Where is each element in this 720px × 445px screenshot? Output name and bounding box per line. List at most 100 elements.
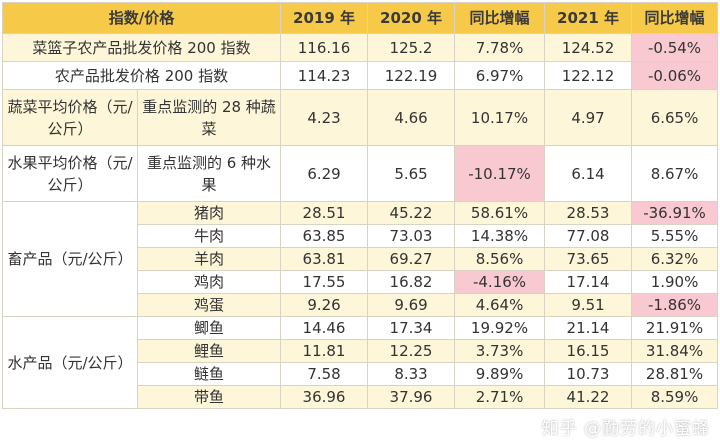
cell-2021: 21.14: [544, 316, 633, 340]
header-2019: 2019 年: [280, 2, 369, 34]
cell-yoy-2020: 2.71%: [454, 385, 546, 409]
cell-yoy-2020-highlight: -4.16%: [454, 270, 546, 294]
header-2020: 2020 年: [367, 2, 456, 34]
table-header-row: 指数/价格 2019 年 2020 年 同比增幅 2021 年 同比增幅: [1, 2, 719, 34]
cell-2021: 17.14: [544, 270, 633, 294]
cell-2021: 9.51: [544, 293, 633, 317]
cell-2021: 4.97: [544, 89, 633, 146]
cell-2019: 63.85: [280, 224, 369, 248]
cell-2021: 10.73: [544, 362, 633, 386]
table-row: 农产品批发价格 200 指数 114.23 122.19 6.97% 122.1…: [1, 61, 719, 90]
header-index-price: 指数/价格: [1, 2, 282, 34]
cell-2020: 12.25: [367, 339, 456, 363]
row-item: 猪肉: [136, 201, 282, 225]
cell-2021: 6.14: [544, 145, 633, 202]
cell-2021: 16.15: [544, 339, 633, 363]
cell-2019: 14.46: [280, 316, 369, 340]
cell-2021: 73.65: [544, 247, 633, 271]
row-item: 鲢鱼: [136, 362, 282, 386]
cell-2019: 11.81: [280, 339, 369, 363]
price-index-table: 指数/价格 2019 年 2020 年 同比增幅 2021 年 同比增幅 菜篮子…: [1, 2, 719, 409]
row-item: 鸡肉: [136, 270, 282, 294]
cell-yoy-2021: 21.91%: [631, 316, 719, 340]
cell-2020: 16.82: [367, 270, 456, 294]
cell-yoy-2020: 7.78%: [454, 33, 546, 62]
table-row: 畜产品（元/公斤） 猪肉 28.51 45.22 58.61% 28.53 -3…: [2, 201, 719, 317]
header-2021: 2021 年: [544, 2, 633, 34]
header-yoy-2021: 同比增幅: [631, 2, 719, 34]
cell-yoy-2020: 8.56%: [454, 247, 546, 271]
table-row: 带鱼 36.96 37.96 2.71% 41.22 8.59%: [3, 385, 719, 409]
table-row: 鸡肉 17.55 16.82 -4.16% 17.14 1.90%: [3, 270, 719, 294]
cell-2020: 125.2: [367, 33, 456, 62]
cell-2020: 37.96: [367, 385, 456, 409]
category-livestock: 畜产品（元/公斤）: [2, 201, 138, 317]
table-row: 水果平均价格（元/公斤） 重点监测的 6 种水果 6.29 5.65 -10.1…: [2, 145, 719, 202]
table-row: 蔬菜平均价格（元/公斤） 重点监测的 28 种蔬菜 4.23 4.66 10.1…: [2, 89, 719, 146]
cell-yoy-2021-highlight: -1.86%: [631, 293, 719, 317]
cell-2019: 7.58: [280, 362, 369, 386]
row-item: 重点监测的 6 种水果: [136, 145, 282, 202]
cell-yoy-2020: 58.61%: [454, 201, 546, 225]
cell-2020: 9.69: [367, 293, 456, 317]
cell-2020: 5.65: [367, 145, 456, 202]
cell-2021: 28.53: [544, 201, 633, 225]
row-item: 鸡蛋: [136, 293, 282, 317]
cell-2020: 73.03: [367, 224, 456, 248]
cell-yoy-2020: 14.38%: [454, 224, 546, 248]
cell-2019: 17.55: [280, 270, 369, 294]
row-name: 菜篮子农产品批发价格 200 指数: [1, 33, 282, 62]
cell-yoy-2021-highlight: -0.54%: [631, 33, 719, 62]
cell-2019: 28.51: [280, 201, 369, 225]
category-fruits: 水果平均价格（元/公斤）: [2, 145, 138, 202]
cell-2021: 77.08: [544, 224, 633, 248]
table-row: 牛肉 63.85 73.03 14.38% 77.08 5.55%: [3, 224, 719, 248]
table-row: 水产品（元/公斤） 鲫鱼 14.46 17.34 19.92% 21.14 21…: [2, 316, 719, 409]
cell-yoy-2021: 6.65%: [631, 89, 719, 146]
cell-yoy-2020: 4.64%: [454, 293, 546, 317]
cell-yoy-2021: 31.84%: [631, 339, 719, 363]
cell-2020: 122.19: [367, 61, 456, 90]
table-row: 菜篮子农产品批发价格 200 指数 116.16 125.2 7.78% 124…: [1, 33, 719, 62]
cell-2021: 41.22: [544, 385, 633, 409]
cell-yoy-2021: 28.81%: [631, 362, 719, 386]
cell-yoy-2021-highlight: -36.91%: [631, 201, 719, 225]
cell-yoy-2020: 19.92%: [454, 316, 546, 340]
row-name: 农产品批发价格 200 指数: [1, 61, 282, 90]
cell-2019: 6.29: [280, 145, 369, 202]
cell-yoy-2020: 6.97%: [454, 61, 546, 90]
cell-2019: 116.16: [280, 33, 369, 62]
cell-2019: 9.26: [280, 293, 369, 317]
cell-2020: 4.66: [367, 89, 456, 146]
cell-yoy-2021: 8.67%: [631, 145, 719, 202]
cell-2021: 122.12: [544, 61, 633, 90]
cell-2020: 69.27: [367, 247, 456, 271]
row-item: 鲤鱼: [136, 339, 282, 363]
cell-2019: 114.23: [280, 61, 369, 90]
row-item: 鲫鱼: [136, 316, 282, 340]
zhihu-watermark: 知乎 @勤劳的小蜜蜂: [541, 419, 710, 439]
cell-2020: 8.33: [367, 362, 456, 386]
table-row: 鸡蛋 9.26 9.69 4.64% 9.51 -1.86%: [3, 293, 719, 317]
cell-yoy-2020: 10.17%: [454, 89, 546, 146]
row-item: 带鱼: [136, 385, 282, 409]
cell-2020: 45.22: [367, 201, 456, 225]
row-item: 羊肉: [136, 247, 282, 271]
cell-yoy-2020: 9.89%: [454, 362, 546, 386]
cell-2021: 124.52: [544, 33, 633, 62]
cell-yoy-2020: 3.73%: [454, 339, 546, 363]
category-vegetables: 蔬菜平均价格（元/公斤）: [2, 89, 138, 146]
table-row: 羊肉 63.81 69.27 8.56% 73.65 6.32%: [3, 247, 719, 271]
cell-yoy-2020-highlight: -10.17%: [454, 145, 546, 202]
cell-yoy-2021: 6.32%: [631, 247, 719, 271]
cell-yoy-2021: 8.59%: [631, 385, 719, 409]
category-aquatic: 水产品（元/公斤）: [2, 316, 138, 409]
cell-yoy-2021: 1.90%: [631, 270, 719, 294]
cell-2019: 36.96: [280, 385, 369, 409]
cell-2019: 4.23: [280, 89, 369, 146]
cell-yoy-2021-highlight: -0.06%: [631, 61, 719, 90]
table-row: 鲤鱼 11.81 12.25 3.73% 16.15 31.84%: [3, 339, 719, 363]
cell-2020: 17.34: [367, 316, 456, 340]
cell-yoy-2021: 5.55%: [631, 224, 719, 248]
